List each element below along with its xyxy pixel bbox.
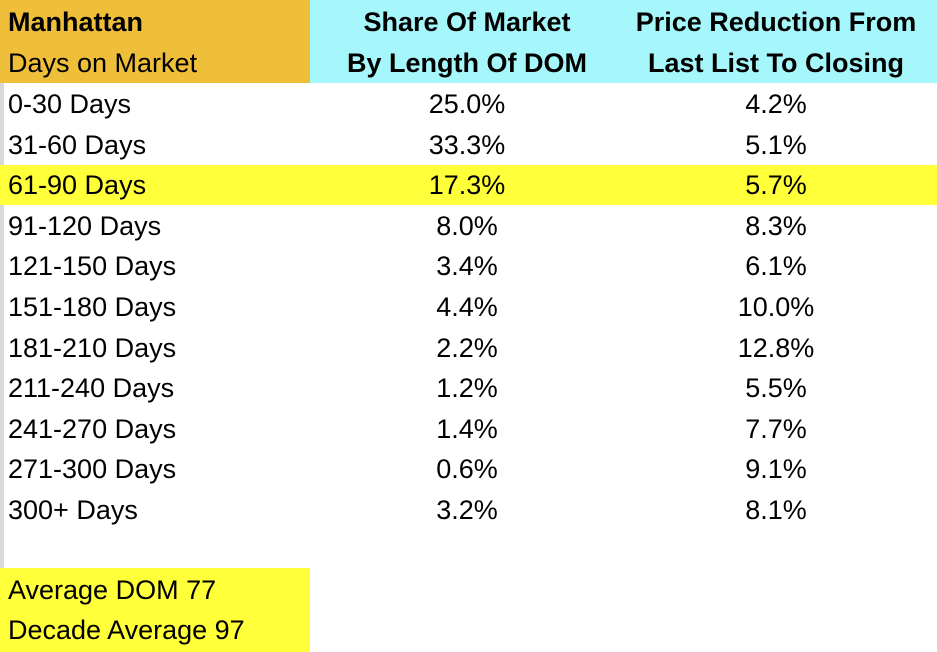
header-right-cell: Share Of Market By Length Of DOM Price R… [310,0,937,83]
price-reduction-cell: 5.1% [745,129,807,160]
table-row: 241-270 Days 1.4% 7.7% [0,409,937,449]
dom-range-cell: 151-180 Days [8,292,177,322]
price-reduction-cell: 6.1% [745,251,807,282]
share-of-market-cell: 25.0% [428,89,506,119]
col2-header-line1: Share Of Market [363,7,571,37]
dom-range-cell: 0-30 Days [8,89,132,119]
header-title: Manhattan [8,7,143,37]
share-of-market-cell: 0.6% [436,454,498,485]
price-reduction-cell: 7.7% [745,413,807,444]
left-border [0,0,4,652]
price-reduction-cell: 5.7% [745,170,807,201]
price-reduction-cell: 8.3% [745,210,807,241]
dom-range-cell: 61-90 Days [8,170,147,201]
dom-range-cell: 31-60 Days [8,129,147,160]
table-row: 61-90 Days 17.3% 5.7% [0,165,937,206]
share-of-market-cell: 1.4% [436,413,498,444]
dom-range-cell: 91-120 Days [8,210,162,241]
col3-header-line2: Last List To Closing [648,48,904,78]
share-of-market-cell: 33.3% [428,129,506,160]
table-row: 121-150 Days 3.4% 6.1% [0,246,937,286]
dom-range-cell: 181-210 Days [8,332,177,363]
share-of-market-cell: 8.0% [436,210,498,241]
table-row: 300+ Days 3.2% 8.1% [0,490,937,530]
dom-range-cell: 211-240 Days [8,373,175,404]
table-row: 151-180 Days 4.4% 10.0% [0,287,937,327]
table-row: 271-300 Days 0.6% 9.1% [0,449,937,489]
price-reduction-cell: 9.1% [745,454,807,485]
table-row: 91-120 Days 8.0% 8.3% [0,206,937,246]
dom-range-cell: 300+ Days [8,495,138,525]
share-of-market-cell: 3.4% [436,251,498,282]
col2-header-line2: By Length Of DOM [347,48,587,78]
summary-cell: Average DOM 77 Decade Average 97 [0,568,310,652]
price-reduction-cell: 12.8% [737,332,815,363]
share-of-market-cell: 3.2% [436,495,498,525]
price-reduction-cell: 4.2% [745,89,807,119]
share-of-market-cell: 4.4% [436,292,498,322]
table-row: 181-210 Days 2.2% 12.8% [0,328,937,368]
table-row: 211-240 Days 1.2% 5.5% [0,368,937,408]
decade-average: Decade Average 97 [8,615,245,645]
dom-range-cell: 271-300 Days [8,454,177,485]
col3-header-line1: Price Reduction From [635,7,917,37]
header-subtitle: Days on Market [8,48,198,78]
price-reduction-cell: 8.1% [745,495,807,525]
table-row: 31-60 Days 33.3% 5.1% [0,125,937,165]
price-reduction-cell: 10.0% [737,292,815,322]
dom-range-cell: 121-150 Days [8,251,177,282]
header-left-cell: Manhattan Days on Market [0,0,310,83]
share-of-market-cell: 1.2% [436,373,498,404]
average-dom: Average DOM 77 [8,575,217,605]
dom-range-cell: 241-270 Days [8,413,177,444]
price-reduction-cell: 5.5% [745,373,807,404]
share-of-market-cell: 2.2% [436,332,498,363]
table-row: 0-30 Days 25.0% 4.2% [0,84,937,124]
share-of-market-cell: 17.3% [428,170,506,201]
